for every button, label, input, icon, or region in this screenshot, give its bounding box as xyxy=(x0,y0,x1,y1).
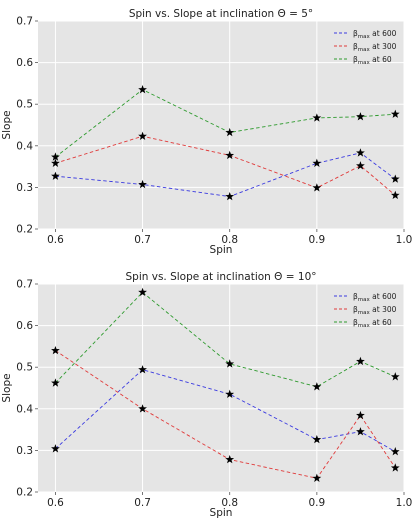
x-tick-label: 0.9 xyxy=(309,497,326,509)
data-point-star xyxy=(312,473,322,482)
x-tick-label: 0.9 xyxy=(309,234,326,246)
legend-entry: βmax at 300 xyxy=(353,42,397,53)
data-point-star xyxy=(138,365,147,374)
y-axis-label: Slope xyxy=(1,373,13,402)
y-tick-label: 0.7 xyxy=(16,279,33,291)
data-point-star xyxy=(356,356,365,366)
chart-panel-2: 0.2 0.3 0.4 0.5 0.6 0.7 0.6 0.7 0.8 0.9 1.0 Spin vs… xyxy=(1,271,412,519)
legend-entry: βmax at 600 xyxy=(353,29,397,40)
plot-area xyxy=(38,21,404,229)
data-point-star xyxy=(312,434,322,444)
legend-entry: βmax at 600 xyxy=(353,292,397,303)
x-tick-label: 0.6 xyxy=(47,234,64,246)
data-point-star xyxy=(356,410,365,420)
data-point-star xyxy=(138,179,147,189)
legend-entry: βmax at 60 xyxy=(353,318,392,329)
data-point-star xyxy=(225,127,235,137)
x-tick-label: 0.8 xyxy=(221,497,238,509)
data-point-star xyxy=(225,389,235,398)
chart-title: Spin vs. Slope at inclination Θ = 5° xyxy=(129,8,313,20)
legend-entry: βmax at 300 xyxy=(353,305,397,316)
data-point-star xyxy=(390,109,400,118)
chart-title: Spin vs. Slope at inclination Θ = 10° xyxy=(125,271,316,283)
data-point-star xyxy=(356,148,365,157)
data-point-star xyxy=(51,152,60,161)
y-tick-label: 0.6 xyxy=(16,320,33,332)
data-point-star xyxy=(356,112,365,121)
x-tick-label: 0.6 xyxy=(47,497,64,509)
x-tick-label: 1.0 xyxy=(396,234,413,246)
x-tick-label: 0.7 xyxy=(134,497,151,509)
data-point-star xyxy=(51,345,60,355)
data-point-star xyxy=(312,158,322,167)
data-point-star xyxy=(390,174,400,183)
data-point-star xyxy=(51,158,60,167)
chart-panel-1: 0.2 0.3 0.4 0.5 0.6 0.7 0.6 0.7 0.8 0.9 1.0 Spin vs… xyxy=(1,8,412,256)
data-point-star xyxy=(356,427,365,436)
data-point-star xyxy=(51,378,60,387)
data-point-star xyxy=(51,444,60,453)
y-axis-label: Slope xyxy=(1,110,13,139)
data-point-star xyxy=(390,463,400,472)
y-tick-label: 0.3 xyxy=(16,445,33,457)
y-tick-label: 0.5 xyxy=(16,362,33,374)
data-point-star xyxy=(138,85,147,94)
y-tick-label: 0.4 xyxy=(16,140,33,152)
y-tick-label: 0.5 xyxy=(16,99,33,111)
series-line xyxy=(55,291,396,388)
y-tick-label: 0.6 xyxy=(16,57,33,69)
series-line xyxy=(55,152,396,198)
x-axis-label: Spin xyxy=(210,507,233,519)
y-tick-label: 0.2 xyxy=(16,224,33,236)
data-point-star xyxy=(138,404,147,413)
x-tick-label: 0.7 xyxy=(134,234,151,246)
y-tick-label: 0.7 xyxy=(16,16,33,28)
y-tick-label: 0.2 xyxy=(16,487,33,499)
data-point-star xyxy=(312,382,322,391)
data-point-star xyxy=(356,161,365,170)
data-point-star xyxy=(390,190,400,200)
legend-entry: βmax at 60 xyxy=(353,55,392,66)
data-point-star xyxy=(390,372,400,381)
data-point-star xyxy=(225,359,235,368)
y-tick-label: 0.4 xyxy=(16,403,33,415)
data-point-star xyxy=(51,171,60,180)
data-point-star xyxy=(225,150,235,160)
x-axis-label: Spin xyxy=(210,244,233,256)
plot-area xyxy=(38,284,404,492)
y-tick-label: 0.3 xyxy=(16,182,33,194)
data-point-star xyxy=(138,131,147,140)
data-point-star xyxy=(225,191,235,201)
data-point-star xyxy=(390,447,400,456)
series-line xyxy=(55,369,396,453)
x-tick-label: 1.0 xyxy=(396,497,413,509)
data-point-star xyxy=(312,113,322,122)
data-point-star xyxy=(312,183,322,192)
series-line xyxy=(55,350,396,479)
data-point-star xyxy=(138,287,147,297)
data-point-star xyxy=(225,454,235,464)
series-line xyxy=(55,89,396,158)
x-tick-label: 0.8 xyxy=(221,234,238,246)
